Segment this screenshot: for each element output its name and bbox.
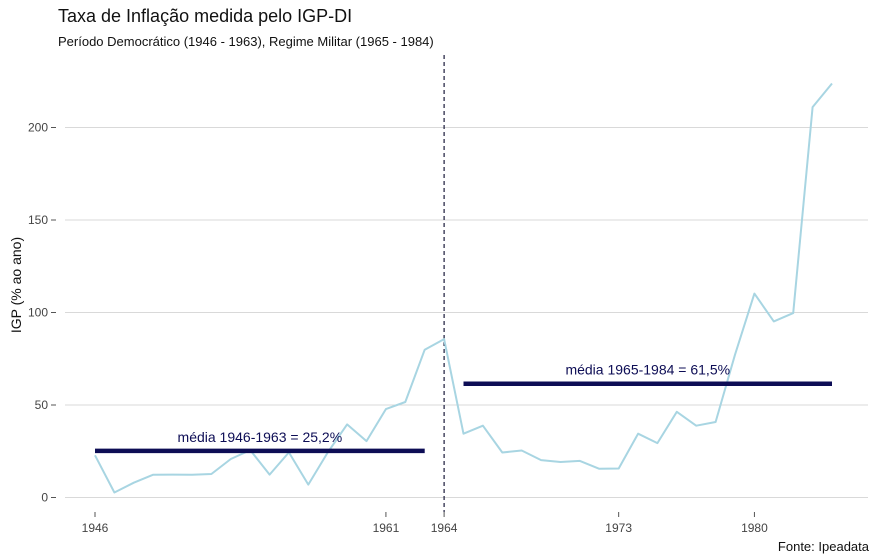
y-tick-label: 200	[28, 121, 48, 135]
chart-caption: Fonte: Ipeadata	[777, 539, 869, 554]
x-tick-label: 1946	[82, 521, 109, 535]
series-line	[94, 82, 833, 494]
chart-title: Taxa de Inflação medida pelo IGP-DI	[58, 6, 353, 26]
y-tick-label: 0	[41, 491, 48, 505]
mean-label-1: média 1946-1963 = 25,2%	[178, 429, 343, 445]
x-tick-label: 1961	[373, 521, 400, 535]
x-tick-label: 1980	[741, 521, 768, 535]
x-tick-label: 1964	[431, 521, 458, 535]
y-tick-label: 100	[28, 306, 48, 320]
y-axis-label: IGP (% ao ano)	[8, 237, 24, 333]
mean-label-2: média 1965-1984 = 61,5%	[565, 362, 730, 378]
y-tick-label: 50	[35, 398, 49, 412]
x-tick-label: 1973	[605, 521, 632, 535]
chart-subtitle: Período Democrático (1946 - 1963), Regim…	[58, 34, 434, 49]
y-tick-label: 150	[28, 213, 48, 227]
